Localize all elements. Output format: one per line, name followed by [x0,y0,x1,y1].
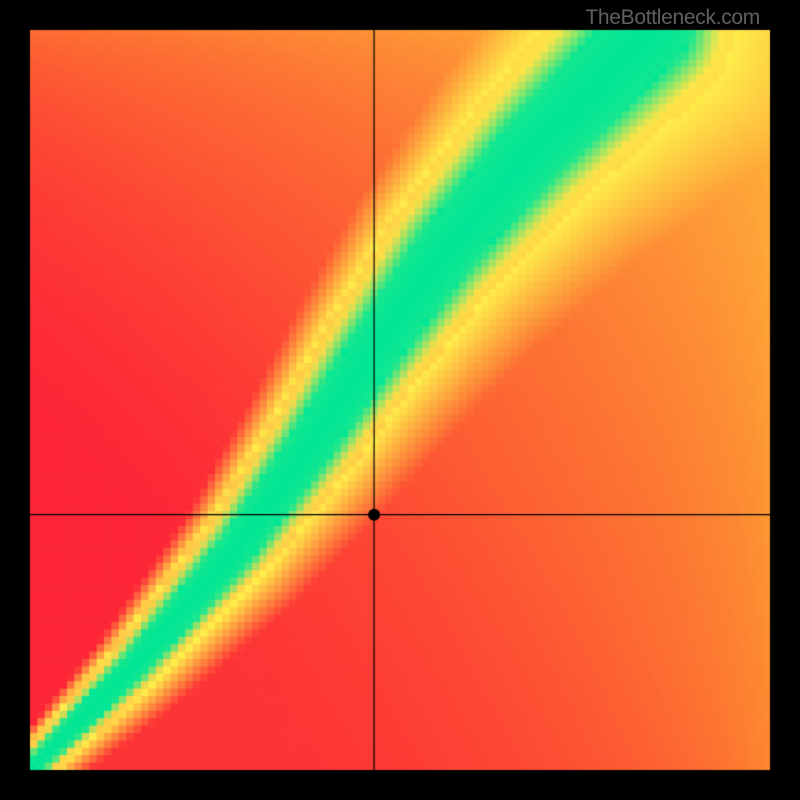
chart-container: TheBottleneck.com [0,0,800,800]
heatmap-canvas [0,0,800,800]
watermark-text: TheBottleneck.com [585,6,760,30]
